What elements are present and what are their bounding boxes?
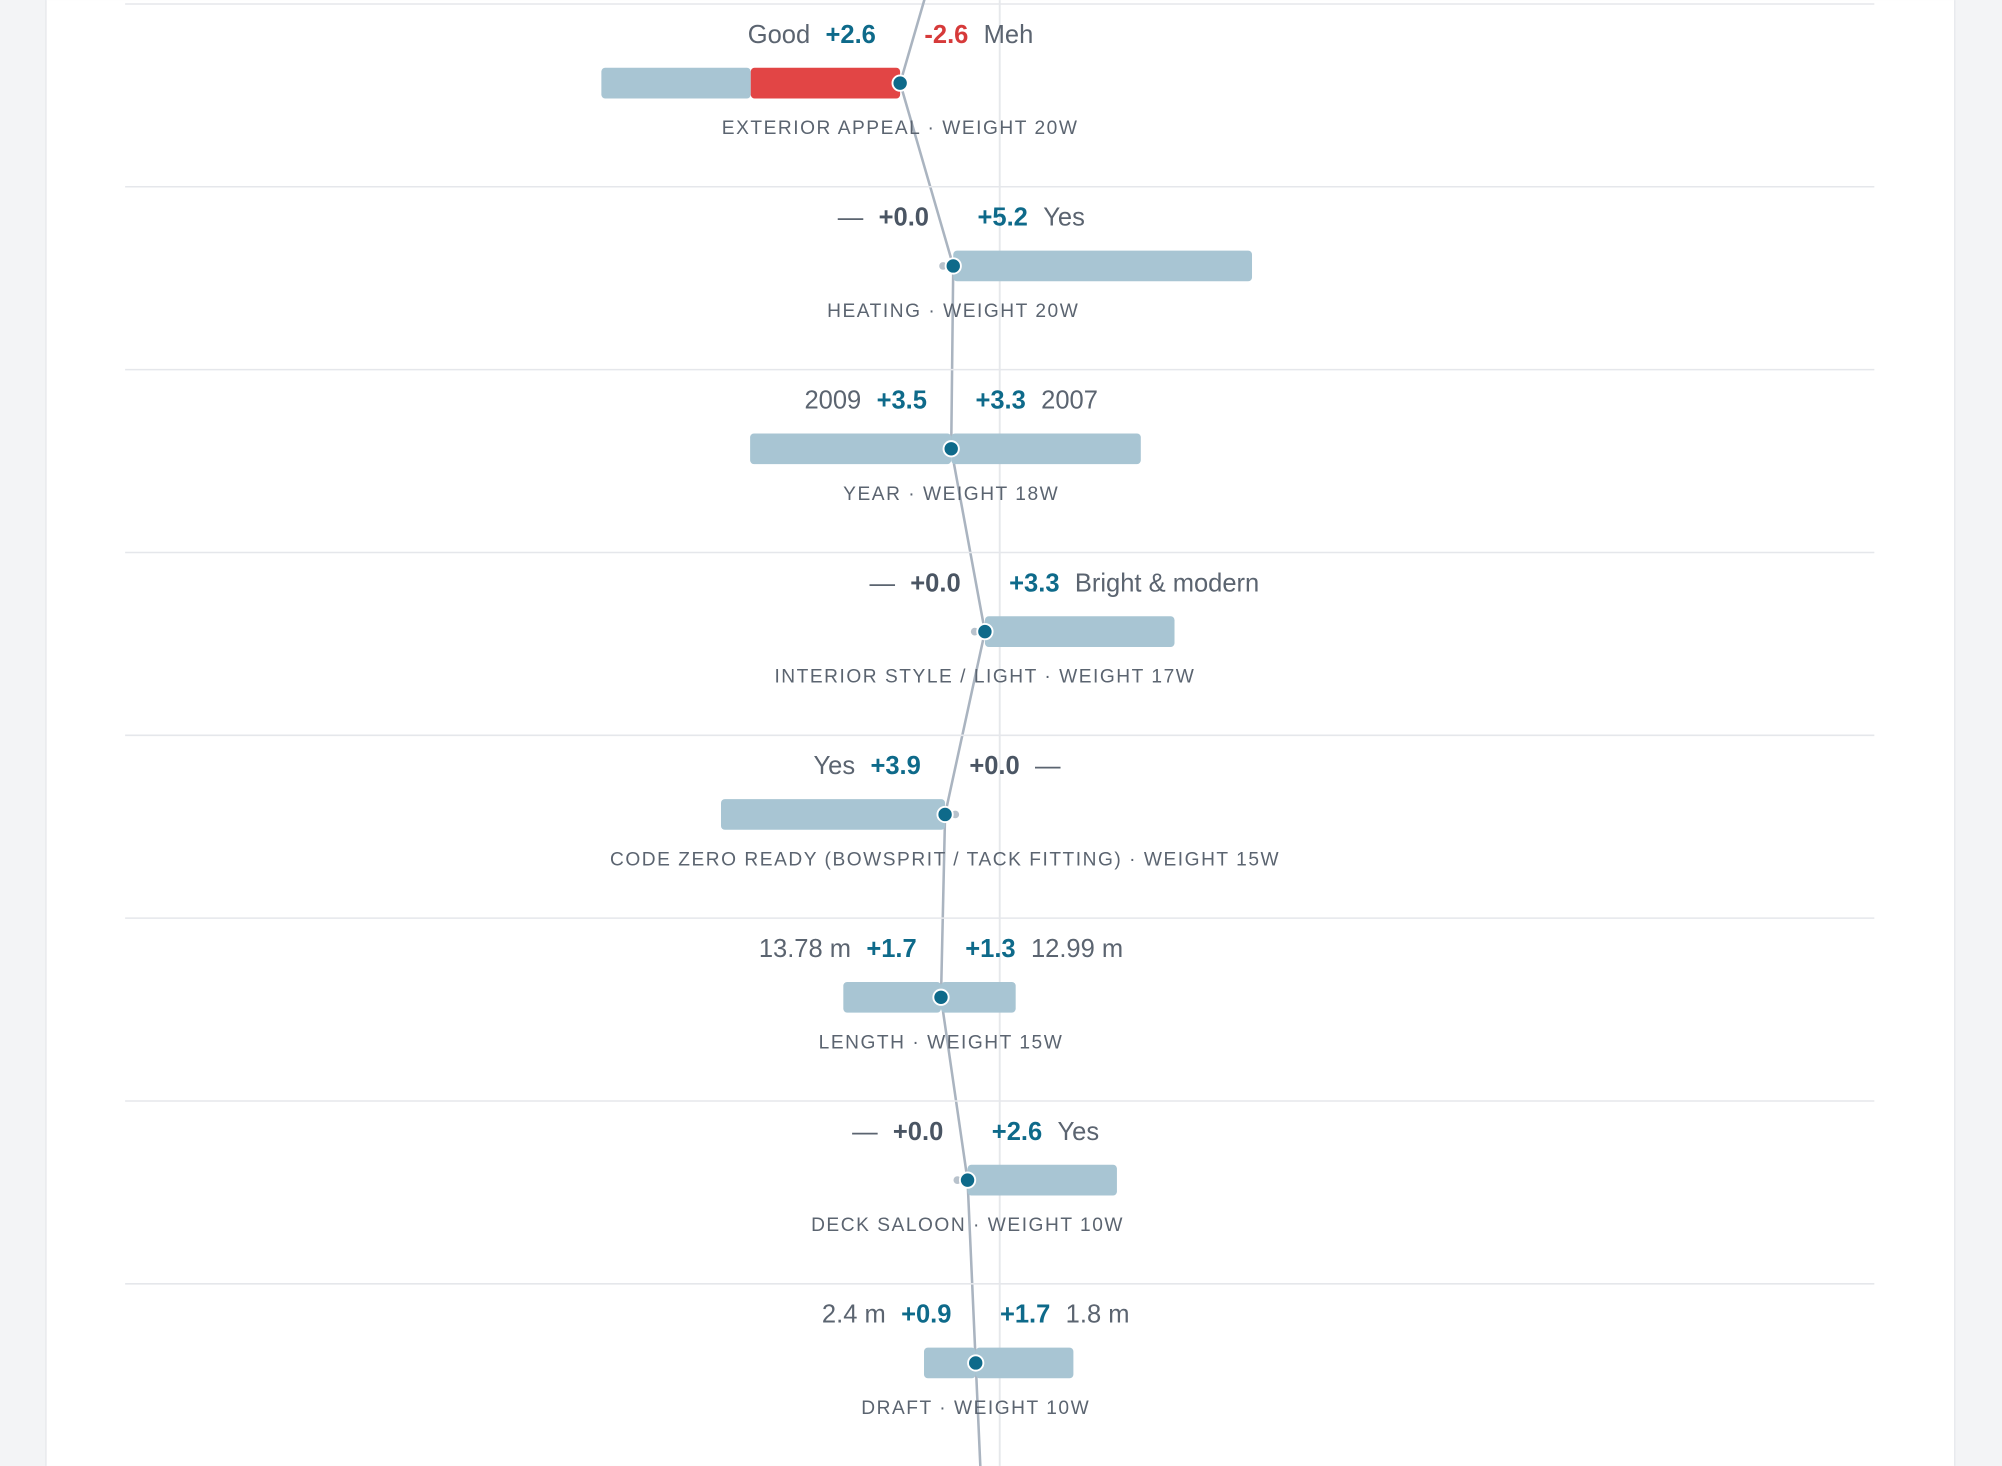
running-score-dot xyxy=(942,440,960,458)
right-side: -2.6 Meh xyxy=(924,21,1033,49)
criterion-name: EXTERIOR APPEAL · WEIGHT 20W xyxy=(722,118,1079,139)
left-score: +2.6 xyxy=(826,21,876,49)
right-score: +1.3 xyxy=(965,935,1015,963)
left-side: Good +2.6 xyxy=(748,21,876,49)
left-side: — +0.0 xyxy=(869,569,960,597)
running-score-line xyxy=(898,0,987,1466)
left-bar xyxy=(843,981,941,1013)
left-score: +3.9 xyxy=(870,752,920,780)
right-score: +2.6 xyxy=(992,1118,1042,1146)
right-label: Yes xyxy=(1043,203,1085,231)
right-score: +0.0 xyxy=(969,752,1019,780)
right-side: +3.3 2007 xyxy=(975,386,1097,414)
left-score: +1.7 xyxy=(866,935,916,963)
left-label: Good xyxy=(748,21,810,49)
criterion-name: DECK SALOON · WEIGHT 10W xyxy=(811,1215,1124,1236)
right-bar xyxy=(975,1347,1074,1379)
left-label: 13.78 m xyxy=(759,935,851,963)
left-label: 2.4 m xyxy=(822,1300,886,1328)
right-bar xyxy=(953,250,1253,282)
right-bar xyxy=(967,1164,1117,1196)
left-side: 13.78 m +1.7 xyxy=(759,935,917,963)
right-side: +0.0 — xyxy=(969,752,1061,780)
left-score: +0.0 xyxy=(910,569,960,597)
left-score: +0.0 xyxy=(879,203,929,231)
right-side: +1.3 12.99 m xyxy=(965,935,1123,963)
criterion-name: HEATING · WEIGHT 20W xyxy=(827,301,1079,322)
right-bar xyxy=(940,981,1016,1013)
left-side: Yes +3.9 xyxy=(813,752,920,780)
right-label: Bright & modern xyxy=(1075,569,1259,597)
running-score-dot xyxy=(976,623,994,641)
left-side: — +0.0 xyxy=(838,203,929,231)
right-side: +2.6 Yes xyxy=(992,1118,1099,1146)
left-bar xyxy=(721,799,946,830)
right-score: +1.7 xyxy=(1000,1300,1050,1328)
right-label: 12.99 m xyxy=(1031,935,1123,963)
right-label: 2007 xyxy=(1041,386,1098,414)
running-score-dot xyxy=(944,257,962,275)
left-bar xyxy=(750,433,952,465)
running-score-dot xyxy=(936,805,954,824)
criterion-name: INTERIOR STYLE / LIGHT · WEIGHT 17W xyxy=(774,667,1195,688)
right-bar xyxy=(951,433,1141,465)
left-label: — xyxy=(852,1118,878,1146)
right-side: +3.3 Bright & modern xyxy=(1009,569,1259,597)
right-score: -2.6 xyxy=(924,21,968,49)
left-label: Yes xyxy=(813,752,855,780)
right-score: +3.3 xyxy=(975,386,1025,414)
right-bar xyxy=(984,616,1175,647)
left-side: 2009 +3.5 xyxy=(804,386,926,414)
left-score: +3.5 xyxy=(877,386,927,414)
criterion-name: LENGTH · WEIGHT 15W xyxy=(819,1032,1064,1053)
left-score: +0.9 xyxy=(901,1300,951,1328)
left-bar xyxy=(924,1347,976,1379)
left-label: 2009 xyxy=(804,386,861,414)
right-score: +5.2 xyxy=(978,203,1028,231)
running-score-dot xyxy=(967,1354,985,1372)
left-score: +0.0 xyxy=(893,1118,943,1146)
running-score-dot xyxy=(932,988,950,1006)
criterion-name: DRAFT · WEIGHT 10W xyxy=(861,1398,1090,1419)
running-score-dot xyxy=(891,74,909,92)
right-label: Meh xyxy=(984,21,1034,49)
rows: Good +2.6 -2.6 Meh EXTERIOR APPEAL · WEIGHT … xyxy=(125,0,1875,1466)
criterion-name: CODE ZERO READY (BOWSPRIT / TACK FITTING… xyxy=(610,849,1280,870)
left-side: 2.4 m +0.9 xyxy=(822,1300,952,1328)
right-label: 1.8 m xyxy=(1066,1300,1130,1328)
criterion-name: YEAR · WEIGHT 18W xyxy=(843,484,1059,505)
right-side: +5.2 Yes xyxy=(978,203,1085,231)
running-score-dot xyxy=(958,1171,977,1189)
right-label: — xyxy=(1035,752,1061,780)
right-side: +1.7 1.8 m xyxy=(1000,1300,1130,1328)
left-side: — +0.0 xyxy=(852,1118,943,1146)
right-score: +3.3 xyxy=(1009,569,1059,597)
right-label: Yes xyxy=(1058,1118,1100,1146)
left-label: — xyxy=(869,569,895,597)
right-bar xyxy=(750,67,901,99)
left-bar xyxy=(601,67,751,99)
left-label: — xyxy=(838,203,864,231)
